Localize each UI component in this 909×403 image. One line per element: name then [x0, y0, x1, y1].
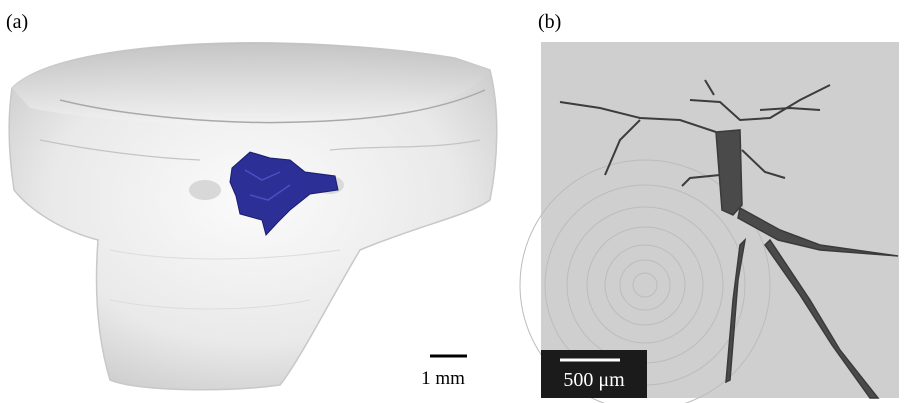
- figure: (a) 1 mm (b): [0, 0, 909, 403]
- specimen-render: [9, 43, 497, 390]
- panel-label: (b): [538, 11, 561, 33]
- scale-bar-label: 500 μm: [563, 369, 625, 391]
- micrograph: 500 μm: [520, 42, 899, 403]
- scale-bar-label: 1 mm: [421, 368, 465, 389]
- panel-label: (a): [6, 11, 28, 33]
